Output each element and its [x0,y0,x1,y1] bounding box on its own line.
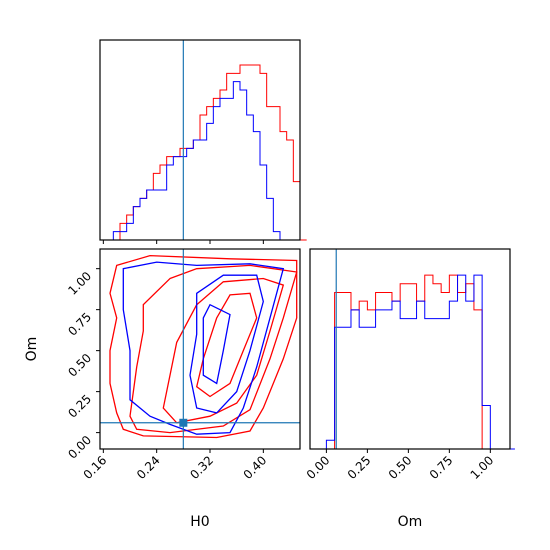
om-histogram-series [318,274,515,450]
joint-contour-frame [99,248,301,450]
contour-0-2 [162,277,285,424]
h0-x-axis-label: H0 [190,514,209,530]
contour-0-3 [195,292,258,398]
h0-marginal-panel [99,39,307,244]
om-hist-series-1 [318,274,515,450]
contour-1-0 [122,261,285,435]
contour-1-1 [189,274,264,414]
h0-marginal-ticks [102,240,264,244]
contour-0-0 [109,254,298,439]
om-y-axis-label: Om [24,337,40,362]
contour-0-1 [129,264,298,434]
truth-marker [179,418,188,427]
om-marginal-frame [309,248,511,450]
om-x-axis-label: Om [398,514,423,530]
h0-histogram-series [106,64,307,241]
h0-hist-series-1 [106,81,287,241]
contour-series [109,254,298,439]
h0-marginal-frame [99,39,301,241]
contour-1-2 [202,303,231,385]
